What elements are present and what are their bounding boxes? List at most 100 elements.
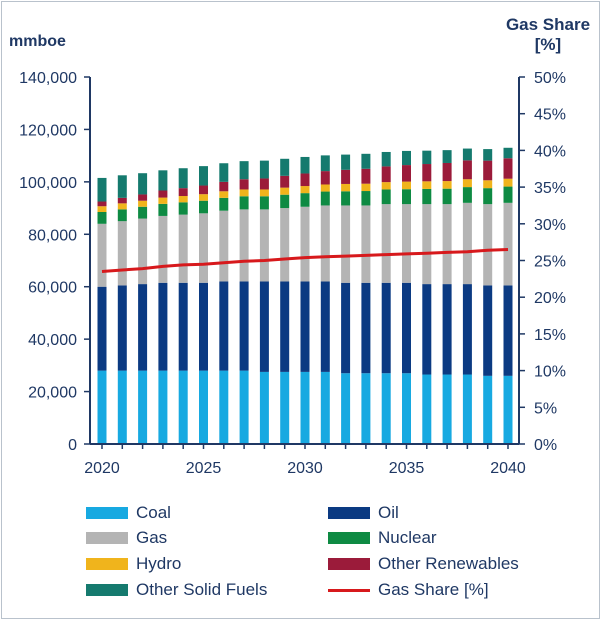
bar-other-renewables-2025 — [199, 185, 208, 195]
bar-gas-2039 — [483, 204, 493, 286]
y-tick-label: 80,000 — [28, 227, 77, 244]
bar-other-solid-fuels-2025 — [199, 166, 208, 186]
bar-gas-2040 — [503, 202, 513, 286]
bar-nuclear-2032 — [341, 191, 351, 206]
bar-other-solid-fuels-2026 — [219, 163, 229, 182]
legend-item-gas: Gas — [86, 528, 167, 548]
bar-coal-2033 — [361, 373, 371, 444]
y2-tick-label: 35% — [534, 180, 566, 197]
bar-gas-2034 — [381, 204, 391, 283]
bar-gas-2030 — [300, 206, 310, 282]
bar-oil-2029 — [280, 281, 290, 372]
bar-other-solid-fuels-2035 — [402, 150, 411, 166]
bar-nuclear-2020 — [97, 212, 107, 224]
bar-oil-2035 — [402, 282, 411, 374]
bar-nuclear-2033 — [361, 191, 371, 206]
bar-hydro-2027 — [239, 189, 249, 197]
bar-other-solid-fuels-2037 — [442, 150, 452, 163]
bar-other-solid-fuels-2036 — [422, 150, 432, 165]
bar-nuclear-2024 — [178, 202, 188, 215]
bar-oil-2024 — [178, 282, 188, 371]
bar-oil-2037 — [442, 284, 452, 375]
legend-label-other-solid-fuels: Other Solid Fuels — [136, 580, 268, 599]
bar-nuclear-2037 — [442, 188, 452, 205]
bar-hydro-2024 — [178, 196, 188, 203]
bar-coal-2032 — [341, 373, 351, 444]
bar-oil-2027 — [239, 281, 249, 371]
bar-other-solid-fuels-2031 — [320, 155, 330, 172]
bar-hydro-2032 — [341, 183, 351, 192]
bar-other-solid-fuels-2020 — [97, 177, 107, 202]
bar-other-solid-fuels-2038 — [462, 148, 472, 161]
bar-oil-2030 — [300, 281, 310, 372]
bar-coal-2021 — [117, 370, 127, 444]
y2-tick-label: 25% — [534, 254, 566, 271]
bar-other-solid-fuels-2033 — [361, 153, 371, 169]
bar-nuclear-2023 — [158, 203, 168, 216]
bar-gas-2035 — [402, 204, 411, 283]
bar-other-solid-fuels-2032 — [341, 154, 351, 170]
bar-nuclear-2021 — [117, 209, 127, 222]
bar-nuclear-2022 — [138, 206, 148, 219]
legend-item-other-solid-fuels: Other Solid Fuels — [86, 580, 267, 600]
bar-coal-2034 — [381, 373, 391, 444]
bar-coal-2040 — [503, 375, 513, 444]
bar-coal-2038 — [462, 374, 472, 444]
bar-hydro-2040 — [503, 178, 513, 187]
bar-other-solid-fuels-2028 — [259, 160, 269, 179]
bar-other-renewables-2036 — [422, 164, 432, 182]
bar-hydro-2023 — [158, 197, 168, 204]
bar-nuclear-2030 — [300, 193, 310, 207]
y2-tick-label: 15% — [534, 327, 566, 344]
bar-other-solid-fuels-2040 — [503, 147, 513, 159]
bar-other-renewables-2032 — [341, 169, 351, 184]
bar-coal-2020 — [97, 370, 107, 444]
legend-swatch-other-solid-fuels — [86, 584, 128, 596]
y-tick-label: 140,000 — [19, 70, 77, 87]
bar-coal-2026 — [219, 370, 229, 444]
bar-hydro-2033 — [361, 183, 371, 192]
bar-gas-2028 — [259, 209, 269, 282]
bar-coal-2029 — [280, 371, 290, 444]
legend-swatch-coal — [86, 507, 128, 519]
bar-nuclear-2036 — [422, 188, 432, 205]
bar-hydro-2035 — [402, 181, 411, 190]
bar-coal-2023 — [158, 370, 168, 444]
legend-item-coal: Coal — [86, 503, 171, 523]
bar-hydro-2021 — [117, 203, 127, 210]
bar-other-renewables-2029 — [280, 175, 290, 188]
y-tick-label: 40,000 — [28, 332, 77, 349]
bar-hydro-2020 — [97, 206, 107, 213]
bar-oil-2023 — [158, 282, 168, 371]
bar-other-renewables-2031 — [320, 171, 330, 185]
bar-other-renewables-2037 — [442, 162, 452, 182]
legend-swatch-other-renewables — [328, 558, 370, 570]
x-tick-label: 2035 — [389, 460, 425, 477]
bar-coal-2035 — [402, 373, 411, 444]
bar-hydro-2036 — [422, 181, 432, 189]
bar-oil-2036 — [422, 284, 432, 375]
bar-nuclear-2039 — [483, 188, 493, 205]
legend-item-hydro: Hydro — [86, 554, 181, 574]
bar-hydro-2030 — [300, 186, 310, 194]
bar-coal-2030 — [300, 371, 310, 444]
legend-label-nuclear: Nuclear — [378, 528, 437, 547]
y-tick-label: 20,000 — [28, 385, 77, 402]
bar-coal-2039 — [483, 375, 493, 444]
bar-oil-2038 — [462, 284, 472, 375]
bar-gas-2031 — [320, 205, 330, 282]
bar-hydro-2025 — [199, 194, 208, 201]
bar-coal-2037 — [442, 374, 452, 444]
bar-hydro-2038 — [462, 179, 472, 188]
bar-oil-2022 — [138, 284, 148, 371]
bar-gas-2021 — [117, 221, 127, 286]
bar-hydro-2028 — [259, 189, 269, 197]
stacked-bar-chart: mmboe Gas Share [%] 140,000 120,000 100,00… — [9, 15, 590, 477]
y2-tick-label: 40% — [534, 143, 566, 160]
bar-other-renewables-2035 — [402, 165, 411, 182]
bar-nuclear-2025 — [199, 200, 208, 214]
bar-other-renewables-2022 — [138, 194, 148, 201]
bar-coal-2027 — [239, 370, 249, 444]
bar-other-renewables-2027 — [239, 179, 249, 190]
bar-other-solid-fuels-2024 — [178, 168, 188, 189]
